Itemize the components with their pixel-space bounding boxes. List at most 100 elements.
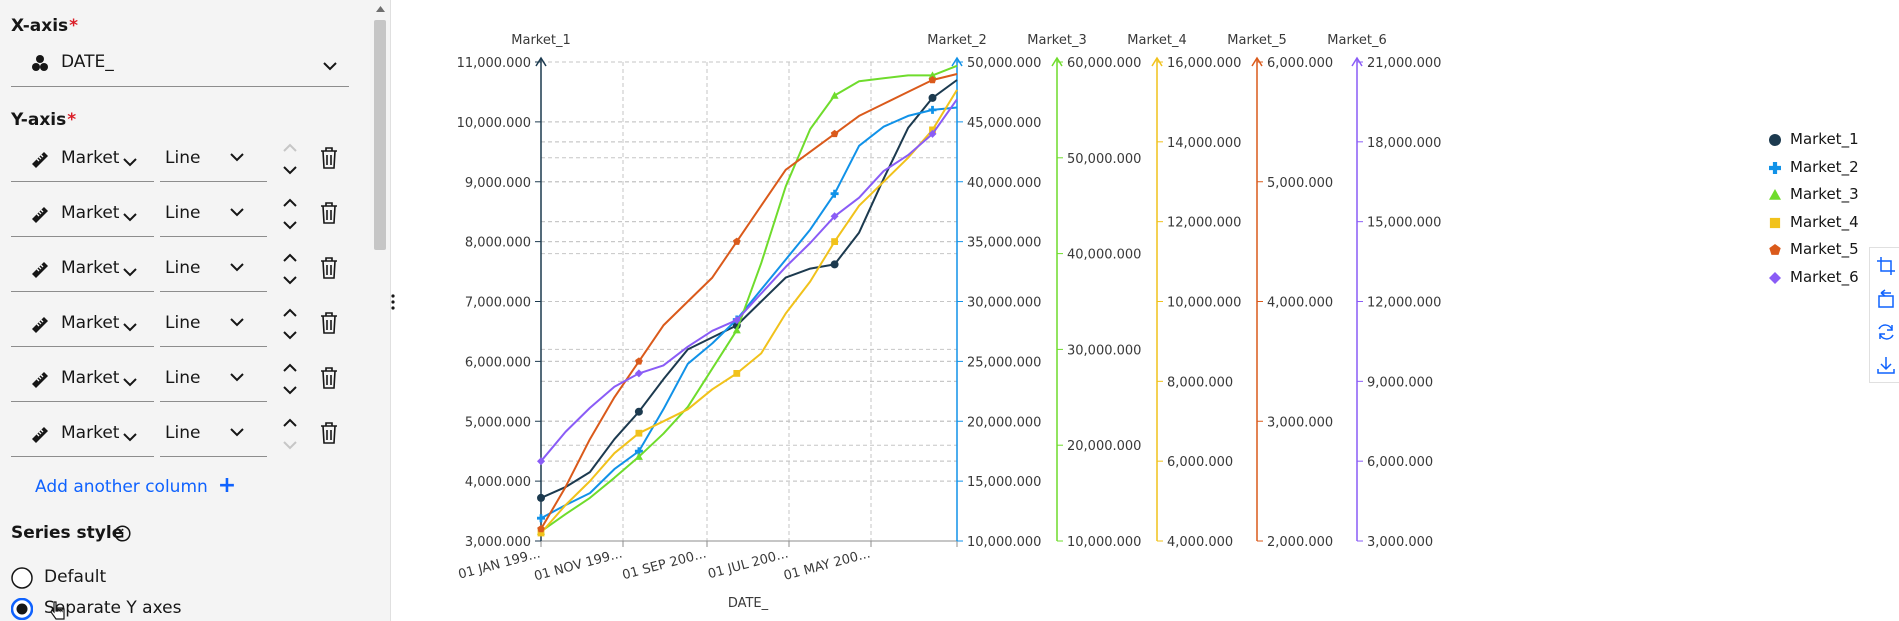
y-column-value: Market: [61, 313, 120, 333]
trash-icon[interactable]: [320, 202, 338, 224]
info-icon[interactable]: [114, 525, 131, 542]
trash-icon[interactable]: [320, 147, 338, 169]
drag-handle-icon[interactable]: [391, 294, 395, 310]
series-point-marker: [928, 105, 937, 114]
y-column-select[interactable]: Market: [11, 247, 154, 292]
y-tick-label: 8,000.000: [465, 236, 531, 251]
panel-scrollbar[interactable]: [371, 0, 389, 621]
series-type-select[interactable]: Line: [160, 137, 267, 182]
trash-icon[interactable]: [320, 257, 338, 279]
series-point-marker: [537, 457, 545, 466]
chevron-down-icon: [123, 213, 137, 222]
series-point-marker: [635, 357, 643, 365]
refresh-icon[interactable]: [1876, 322, 1896, 342]
y-column-select[interactable]: Market: [11, 302, 154, 347]
trash-icon[interactable]: [320, 312, 338, 334]
download-icon[interactable]: [1876, 355, 1896, 375]
trash-icon[interactable]: [320, 367, 338, 389]
y-axis-title: Market_2: [927, 33, 986, 48]
ruler-icon: [32, 427, 48, 443]
y-tick-label: 12,000.000: [1167, 216, 1241, 231]
y-axis-row: Market Line: [11, 302, 351, 348]
y-tick-label: 3,000.000: [465, 535, 531, 550]
chart-legend: Market_1 Market_2 Market_3 Market_4 Market_5…: [1760, 130, 1870, 295]
chevron-down-icon: [230, 208, 244, 217]
hand-cursor-icon: [50, 601, 65, 620]
rotate-icon[interactable]: [1876, 289, 1896, 309]
reorder-up-down-icon[interactable]: [281, 414, 299, 454]
legend-item[interactable]: Market_2: [1760, 158, 1870, 186]
reorder-up-down-icon[interactable]: [281, 304, 299, 344]
radio-selected-icon: [11, 598, 33, 620]
y-tick-label: 3,000.000: [1367, 535, 1433, 550]
add-another-column-button[interactable]: Add another column +: [35, 473, 236, 498]
series-point-marker: [928, 76, 937, 84]
legend-label: Market_4: [1790, 212, 1859, 231]
reorder-up-down-icon[interactable]: [281, 249, 299, 289]
trash-icon[interactable]: [320, 422, 338, 444]
series-type-value: Line: [165, 368, 201, 388]
x-tick-label: 01 JAN 199...: [457, 546, 542, 582]
series-type-value: Line: [165, 203, 201, 223]
y-tick-label: 20,000.000: [1067, 439, 1141, 454]
x-axis-title-text: X-axis: [11, 16, 69, 36]
y-axis-title: Market_6: [1327, 33, 1386, 48]
series-point-marker: [929, 126, 936, 134]
legend-label: Market_3: [1790, 185, 1859, 203]
legend-item[interactable]: Market_3: [1760, 185, 1870, 213]
series-point-marker: [732, 326, 741, 334]
y-column-select[interactable]: Market: [11, 412, 154, 457]
y-column-select[interactable]: Market: [11, 192, 154, 237]
legend-item[interactable]: Market_4: [1760, 213, 1870, 241]
scrollbar-thumb[interactable]: [374, 20, 386, 250]
reorder-up-down-icon[interactable]: [281, 359, 299, 399]
y-tick-label: 6,000.000: [465, 355, 531, 370]
y-column-select[interactable]: Market: [11, 137, 154, 182]
y-column-select[interactable]: Market: [11, 357, 154, 402]
y-tick-label: 50,000.000: [967, 56, 1041, 71]
y-axis-arrow-icon: [1151, 56, 1163, 67]
x-tick-label: 01 MAY 200...: [782, 546, 872, 584]
series-point-marker: [830, 212, 839, 221]
legend-marker-icon: [1769, 217, 1781, 228]
series-type-select[interactable]: Line: [160, 247, 267, 292]
legend-item[interactable]: Market_6: [1760, 268, 1870, 296]
y-axis-arrow-icon: [535, 56, 547, 67]
y-column-value: Market: [61, 258, 120, 278]
series-type-select[interactable]: Line: [160, 412, 267, 457]
scroll-up-arrow-icon[interactable]: [376, 6, 385, 12]
legend-marker-icon: [1769, 189, 1781, 200]
radio-unselected-icon: [11, 567, 33, 589]
series-type-select[interactable]: Line: [160, 302, 267, 347]
legend-label: Market_2: [1790, 157, 1859, 176]
y-tick-label: 12,000.000: [1367, 296, 1441, 311]
x-axis-title: X-axis*: [11, 16, 78, 36]
crop-icon[interactable]: [1876, 256, 1896, 276]
series-type-select[interactable]: Line: [160, 357, 267, 402]
series-point-marker: [928, 129, 937, 138]
reorder-up-down-icon[interactable]: [281, 194, 299, 234]
x-axis-column-select[interactable]: DATE_: [11, 40, 349, 87]
series-line: [540, 98, 958, 462]
series-point-marker: [634, 369, 643, 378]
legend-item[interactable]: Market_5: [1760, 240, 1870, 268]
multi-axis-line-chart: 01 JAN 199...01 NOV 199...01 SEP 200...0…: [457, 33, 1442, 611]
y-column-value: Market: [61, 368, 120, 388]
y-tick-label: 5,000.000: [1267, 176, 1333, 191]
series-point-marker: [831, 238, 838, 245]
chevron-down-icon: [123, 323, 137, 332]
series-point-marker: [634, 447, 643, 456]
y-tick-label: 15,000.000: [1367, 216, 1441, 231]
series-point-marker: [537, 529, 545, 537]
required-mark: *: [67, 110, 77, 130]
y-column-value: Market: [61, 203, 120, 223]
y-tick-label: 14,000.000: [1167, 136, 1241, 151]
series-type-select[interactable]: Line: [160, 192, 267, 237]
legend-item[interactable]: Market_1: [1760, 130, 1870, 158]
y-tick-label: 10,000.000: [457, 116, 531, 131]
series-point-marker: [733, 237, 741, 245]
y-tick-label: 9,000.000: [1367, 375, 1433, 390]
y-tick-label: 30,000.000: [1067, 343, 1141, 358]
y-tick-label: 50,000.000: [1067, 152, 1141, 167]
reorder-up-down-icon[interactable]: [281, 139, 299, 179]
